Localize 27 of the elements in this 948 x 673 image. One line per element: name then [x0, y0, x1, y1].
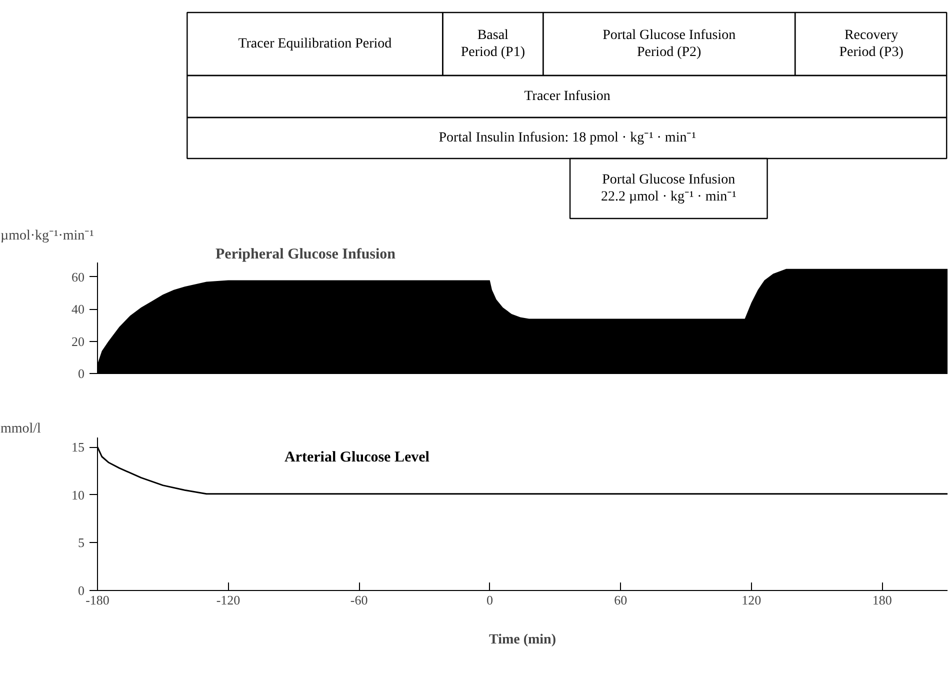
x-tick-label: 60 — [614, 592, 628, 608]
text: Basal Period (P1) — [460, 28, 526, 60]
x-tick-label: -60 — [350, 592, 368, 608]
y-tick-label: 60 — [72, 269, 84, 284]
text: Portal Glucose Infusion Period (P2) — [602, 28, 736, 60]
y-tick-label: 0 — [78, 583, 84, 598]
y-tick-label: 10 — [72, 487, 84, 502]
x-tick-label: 180 — [872, 592, 892, 608]
x-axis-title: Time (min) — [488, 632, 556, 648]
x-tick-label: -120 — [216, 592, 240, 608]
text: Portal Insulin Infusion: 18 pmol · kg⁻¹ · min⁻¹ — [438, 130, 696, 146]
x-tick-label: 0 — [486, 592, 494, 608]
text: Tracer Equilibration Period — [238, 36, 392, 52]
y-tick-label: 20 — [72, 334, 84, 349]
y-axis-title: µmol·kg⁻¹·min⁻¹ — [0, 228, 94, 244]
text: Portal Glucose Infusion 22.2 µmol · kg⁻¹ · min⁻¹ — [600, 172, 736, 205]
x-tick-label: 120 — [742, 592, 762, 608]
x-tick-label: -180 — [86, 592, 110, 608]
y-tick-label: 0 — [78, 366, 84, 381]
text: Tracer Infusion — [524, 89, 610, 104]
text: Arterial Glucose Level — [284, 450, 430, 466]
y-tick-label: 5 — [78, 535, 84, 550]
text: Recovery Period (P3) — [839, 28, 904, 60]
y-tick-label: 15 — [72, 440, 84, 455]
y-tick-label: 40 — [72, 302, 84, 317]
chart-title: Peripheral Glucose Infusion — [216, 246, 396, 262]
y-axis-title: mmol/l — [0, 422, 42, 436]
